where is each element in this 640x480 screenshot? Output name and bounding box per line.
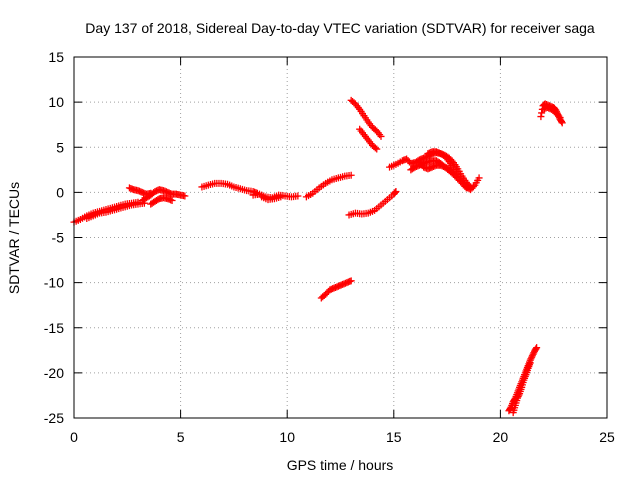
data-point	[555, 112, 563, 120]
x-tick-label: 0	[70, 429, 78, 445]
data-point	[514, 393, 522, 401]
data-point	[538, 109, 546, 117]
data-point	[277, 193, 285, 201]
data-point	[467, 183, 475, 191]
data-point	[556, 113, 564, 121]
x-tick-label: 25	[599, 429, 615, 445]
series-seg5	[147, 194, 176, 208]
data-point	[392, 187, 400, 195]
series-seg17	[424, 148, 475, 191]
series-seg21	[539, 104, 564, 121]
series-seg16	[415, 159, 457, 177]
data-point	[515, 391, 523, 399]
y-tick-label: 15	[48, 49, 64, 65]
plot-frame	[73, 56, 608, 419]
y-tick-label: -5	[52, 230, 65, 246]
data-point	[181, 192, 189, 200]
x-tick-labels: 0 5 10 15 20 25	[70, 429, 615, 445]
data-point	[448, 168, 456, 176]
data-point	[526, 359, 534, 367]
data-point	[513, 394, 521, 402]
data-point	[373, 145, 381, 153]
series-seg9	[302, 171, 355, 201]
data-point	[377, 132, 385, 140]
series-seg13	[356, 125, 381, 153]
series-seg8	[258, 193, 285, 204]
y-tick-label: -25	[44, 410, 64, 426]
data-point	[391, 188, 399, 196]
data-point	[527, 355, 535, 363]
data-marks	[70, 96, 566, 417]
data-point	[347, 171, 355, 179]
data-point	[475, 174, 483, 182]
data-point	[371, 144, 379, 152]
data-point	[294, 192, 302, 200]
series-seg10	[317, 277, 355, 302]
data-point	[537, 113, 545, 121]
series-seg4	[138, 186, 189, 204]
y-tick-label: -10	[44, 275, 64, 291]
x-tick-label: 10	[279, 429, 295, 445]
chart-title: Day 137 of 2018, Sidereal Day-to-day VTE…	[85, 20, 595, 36]
series-seg6	[198, 179, 261, 197]
series-seg2	[83, 199, 148, 223]
y-tick-label: 0	[56, 184, 64, 200]
x-axis-title: GPS time / hours	[287, 457, 394, 473]
series-seg12	[347, 96, 385, 140]
data-point	[533, 344, 541, 352]
y-tick-label: 5	[56, 139, 64, 155]
data-point	[528, 353, 536, 361]
y-tick-label: -20	[44, 365, 64, 381]
data-point	[449, 169, 457, 177]
data-point	[532, 345, 540, 353]
y-tick-labels: -25 -20 -15 -10 -5 0 5 10 15	[44, 49, 64, 426]
data-point	[448, 157, 456, 165]
data-point	[529, 350, 537, 358]
x-tick-label: 15	[386, 429, 402, 445]
y-tick-label: -15	[44, 320, 64, 336]
y-axis-title: SDTVAR / TECUs	[6, 182, 22, 294]
y-tick-label: 10	[48, 94, 64, 110]
x-tick-label: 5	[177, 429, 185, 445]
grid	[74, 57, 607, 418]
x-tick-label: 20	[493, 429, 509, 445]
data-point	[558, 119, 566, 127]
data-point	[465, 181, 473, 189]
series-seg19	[509, 359, 534, 417]
series-seg11	[345, 187, 400, 219]
data-point	[528, 352, 536, 360]
data-point	[168, 196, 176, 204]
data-point	[347, 277, 355, 285]
data-point	[558, 118, 566, 126]
